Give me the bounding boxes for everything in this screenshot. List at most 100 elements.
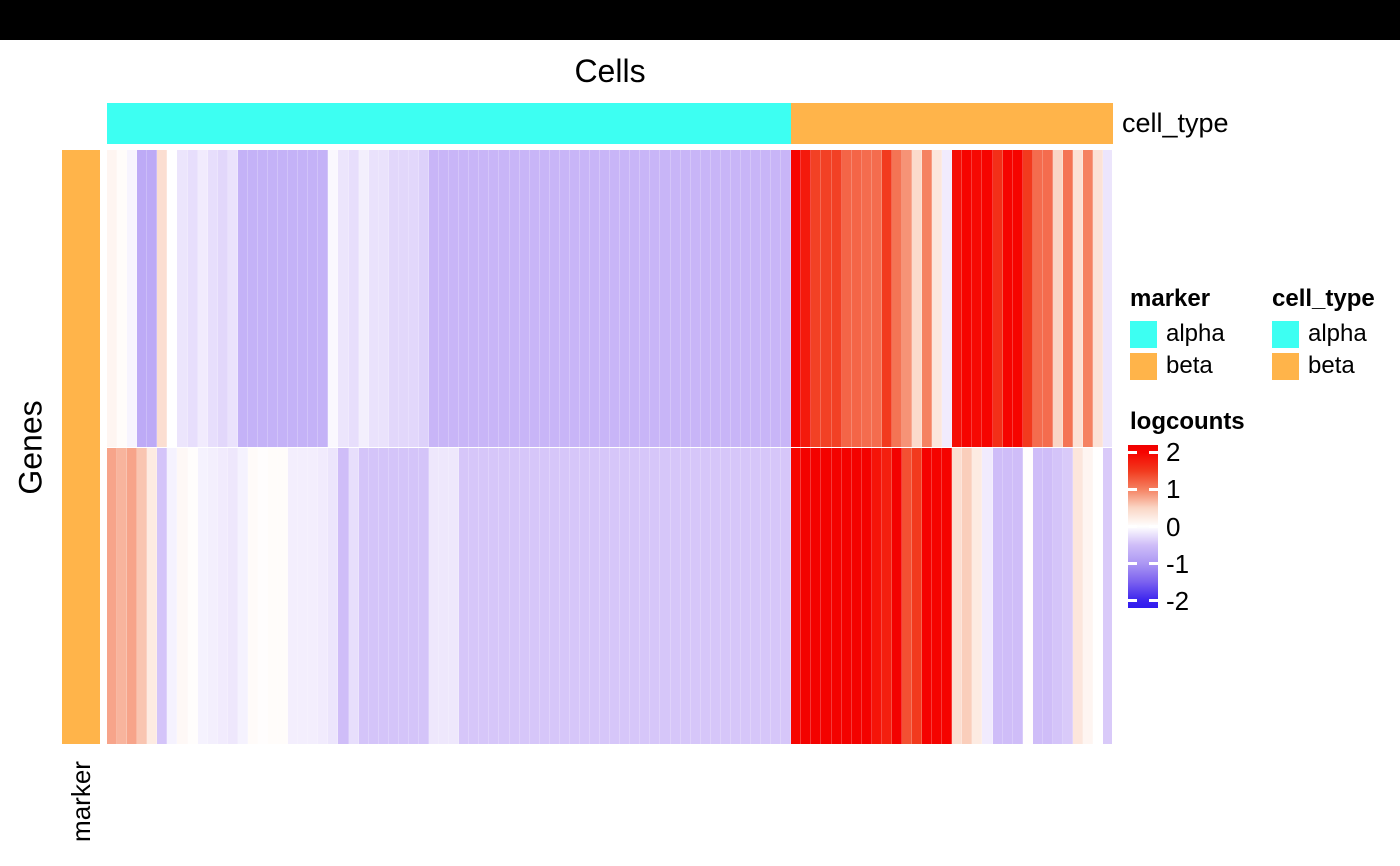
heatmap-cell: [891, 447, 902, 744]
heatmap-cell: [660, 447, 671, 744]
heatmap-cell: [861, 150, 872, 447]
legend-item-cell-type-alpha: alpha: [1272, 320, 1367, 348]
heatmap-cell: [358, 447, 369, 744]
heatmap-cell: [147, 150, 158, 447]
heatmap-cell: [1083, 150, 1094, 447]
legend-item-cell-type-beta: beta: [1272, 352, 1355, 380]
colorbar-tick-dash: [1128, 562, 1137, 566]
heatmap-cell: [197, 447, 208, 744]
heatmap-cell: [891, 150, 902, 447]
heatmap-cell: [368, 447, 379, 744]
heatmap-cell: [207, 150, 218, 447]
heatmap-cell: [740, 150, 751, 447]
heatmap-cell: [1103, 150, 1113, 447]
heatmap-cell: [982, 447, 993, 744]
heatmap-cell: [197, 150, 208, 447]
heatmap-cell: [600, 447, 611, 744]
heatmap-cell: [418, 447, 429, 744]
heatmap-cell: [187, 447, 198, 744]
heatmap-cell: [247, 150, 258, 447]
colorbar-tick-dash: [1128, 450, 1137, 454]
cell-type-annotation-bar: [107, 103, 1113, 144]
heatmap-cell: [972, 447, 983, 744]
heatmap-cell: [740, 447, 751, 744]
heatmap-cell: [620, 150, 631, 447]
colorbar-tick-dash: [1149, 599, 1158, 603]
heatmap-cell: [982, 150, 993, 447]
colorbar-tick-label: -2: [1166, 585, 1190, 616]
heatmap-cell: [1093, 447, 1104, 744]
heatmap-cell: [811, 447, 822, 744]
heatmap-cell: [610, 447, 621, 744]
heatmap-cell: [630, 150, 641, 447]
heatmap-cell: [157, 447, 168, 744]
cell-type-annotation-segment-beta: [791, 103, 1113, 144]
heatmap-cell: [278, 150, 289, 447]
heatmap-cell: [398, 447, 409, 744]
plot-title-cells: Cells: [574, 53, 646, 89]
heatmap-cell: [861, 447, 872, 744]
heatmap-cell: [901, 150, 912, 447]
heatmap-cell: [720, 150, 731, 447]
heatmap-cell: [519, 150, 530, 447]
heatmap-cell: [901, 447, 912, 744]
heatmap-cell: [952, 150, 963, 447]
heatmap-cell: [157, 150, 168, 447]
legend-item-marker-alpha: alpha: [1130, 320, 1225, 348]
heatmap-cell: [851, 150, 862, 447]
heatmap-cell: [1052, 150, 1063, 447]
heatmap-cell: [237, 150, 248, 447]
heatmap-cell: [1022, 150, 1033, 447]
heatmap-cell: [217, 150, 228, 447]
heatmap-cell: [569, 447, 580, 744]
heatmap-cell: [791, 150, 802, 447]
heatmap-cell: [127, 150, 138, 447]
heatmap-cell: [167, 150, 178, 447]
heatmap-cell: [1062, 447, 1073, 744]
heatmap-cell: [569, 150, 580, 447]
heatmap-cell: [439, 447, 450, 744]
heatmap-cell: [620, 447, 631, 744]
heatmap-cell: [489, 150, 500, 447]
heatmap-cell: [781, 150, 792, 447]
heatmap-cell: [308, 447, 319, 744]
heatmap-cell: [177, 150, 188, 447]
heatmap-cell: [338, 447, 349, 744]
heatmap-cell: [107, 447, 118, 744]
heatmap-cell: [559, 150, 570, 447]
heatmap-row-1: [107, 150, 1113, 448]
colorbar-tick-label: 2: [1166, 437, 1181, 468]
heatmap-cell: [680, 150, 691, 447]
heatmap-cell: [781, 447, 792, 744]
heatmap-cell: [630, 447, 641, 744]
heatmap-cell: [962, 447, 973, 744]
heatmap-cell: [761, 150, 772, 447]
cell-type-beta-label: beta: [1308, 352, 1355, 379]
heatmap-cell: [398, 150, 409, 447]
heatmap-cell: [1062, 150, 1073, 447]
heatmap-cell: [811, 150, 822, 447]
heatmap-cell: [700, 150, 711, 447]
heatmap-cell: [227, 447, 238, 744]
heatmap-cell: [237, 447, 248, 744]
marker-alpha-label: alpha: [1166, 320, 1225, 347]
marker-beta-label: beta: [1166, 352, 1213, 379]
top-black-bar: [0, 0, 1400, 40]
heatmap-cell: [388, 150, 399, 447]
heatmap-cell: [751, 150, 762, 447]
heatmap-cell: [1032, 150, 1043, 447]
heatmap-cell: [761, 447, 772, 744]
colorbar-tick-dash: [1149, 562, 1158, 566]
heatmap-cell: [288, 447, 299, 744]
colorbar-tick-label: 0: [1166, 511, 1181, 542]
heatmap-cell: [922, 447, 933, 744]
heatmap-cell: [771, 447, 782, 744]
heatmap-cell: [519, 447, 530, 744]
colorbar-tick-dash: [1149, 525, 1158, 528]
heatmap-cell: [881, 447, 892, 744]
heatmap-cell: [821, 150, 832, 447]
heatmap-cell: [489, 447, 500, 744]
colorbar-tick-dash: [1128, 487, 1137, 491]
heatmap-cell: [972, 150, 983, 447]
